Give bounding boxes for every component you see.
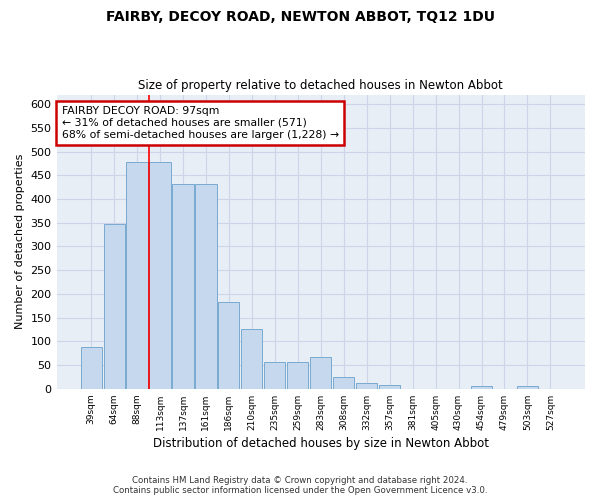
Bar [287,362,308,389]
Bar [264,362,286,389]
Text: Contains HM Land Registry data © Crown copyright and database right 2024.
Contai: Contains HM Land Registry data © Crown c… [113,476,487,495]
Bar [333,377,354,389]
Bar [310,356,331,389]
Bar [172,184,194,389]
Bar [80,347,101,389]
Bar [196,184,217,389]
Bar [104,224,125,389]
Bar [218,302,239,389]
X-axis label: Distribution of detached houses by size in Newton Abbot: Distribution of detached houses by size … [153,437,489,450]
Text: FAIRBY DECOY ROAD: 97sqm
← 31% of detached houses are smaller (571)
68% of semi-: FAIRBY DECOY ROAD: 97sqm ← 31% of detach… [62,106,339,140]
Bar [517,386,538,389]
Title: Size of property relative to detached houses in Newton Abbot: Size of property relative to detached ho… [139,79,503,92]
Bar [471,386,492,389]
Bar [127,162,148,389]
Bar [241,330,262,389]
Y-axis label: Number of detached properties: Number of detached properties [15,154,25,330]
Text: FAIRBY, DECOY ROAD, NEWTON ABBOT, TQ12 1DU: FAIRBY, DECOY ROAD, NEWTON ABBOT, TQ12 1… [106,10,494,24]
Bar [356,382,377,389]
Bar [149,162,170,389]
Bar [379,384,400,389]
